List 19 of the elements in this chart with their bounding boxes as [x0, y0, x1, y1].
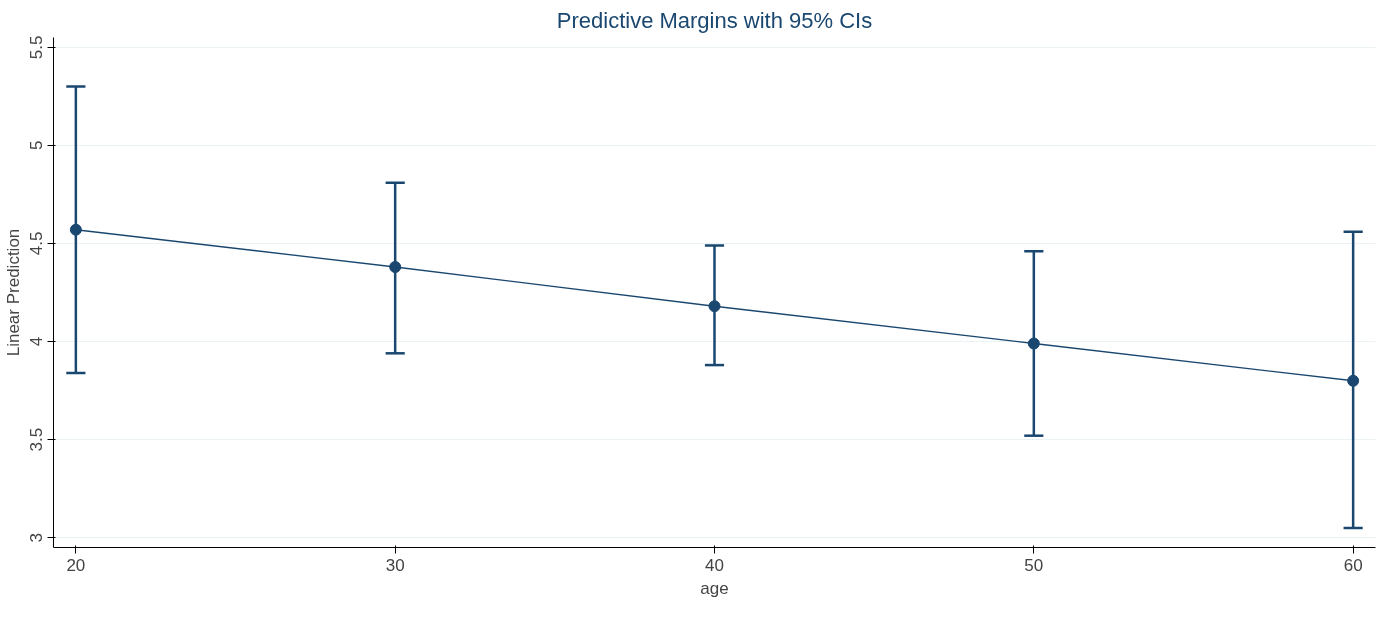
x-tick-label: 20 [66, 555, 86, 575]
y-tick-label: 4 [27, 336, 47, 347]
x-tick-label: 50 [1024, 555, 1044, 575]
x-tick-label: 60 [1343, 555, 1363, 575]
point [69, 223, 82, 236]
point [389, 261, 402, 273]
x-tick-label: 40 [705, 555, 724, 575]
x-axis-title: age [700, 578, 729, 598]
point [1027, 337, 1040, 350]
y-tick-label: 5.5 [27, 35, 47, 60]
y-axis-title: Linear Prediction [3, 228, 23, 357]
y-tick-label: 3 [27, 532, 47, 543]
x-tick-label: 30 [385, 555, 405, 575]
y-tick-label: 5 [27, 140, 47, 151]
point [708, 300, 721, 313]
y-tick-label: 3.5 [27, 427, 47, 452]
chart-title: Predictive Margins with 95% CIs [556, 7, 873, 33]
point [1347, 374, 1360, 387]
y-tick-label: 4.5 [27, 231, 47, 256]
